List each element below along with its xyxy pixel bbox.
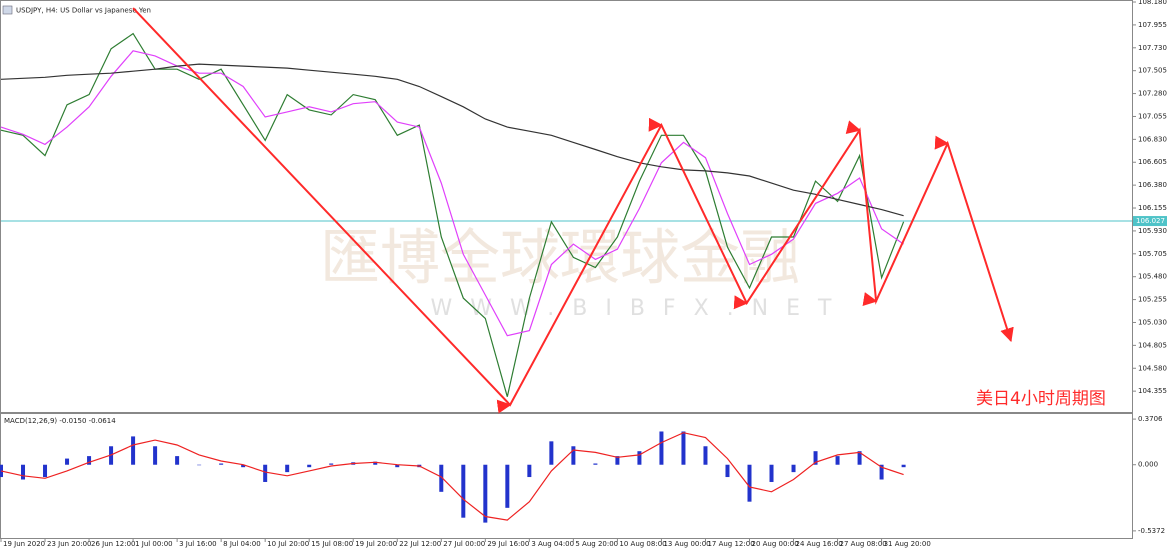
- chart-title: USDJPY, H4: US Dollar vs Japanese Yen: [16, 7, 151, 15]
- macd-bar: [483, 464, 488, 523]
- y-tick-label: 107.055: [1138, 112, 1167, 120]
- series-line: [0, 432, 904, 521]
- x-tick-label: 19 Jun 2020: [3, 540, 45, 548]
- watermark-url: WWW.BIBFX.NET: [431, 296, 850, 321]
- x-tick-label: 23 Jun 20:00: [47, 540, 91, 548]
- macd-bar: [329, 463, 334, 465]
- x-tick-label: 20 Aug 00:00: [751, 540, 798, 548]
- symbol-icon: [2, 5, 13, 15]
- macd-bar: [571, 446, 576, 465]
- macd-bar: [835, 456, 840, 465]
- macd-bar: [307, 464, 312, 468]
- x-tick-label: 22 Jul 12:00: [399, 540, 441, 548]
- current-price-label: 106.027: [1136, 217, 1165, 225]
- y-tick-label: 107.280: [1138, 90, 1167, 98]
- macd-bar: [769, 464, 774, 482]
- macd-bar: [703, 446, 708, 465]
- x-tick-label: 10 Jul 20:00: [267, 540, 309, 548]
- x-tick-label: 15 Jul 08:00: [311, 540, 353, 548]
- x-tick-label: 26 Jun 12:00: [91, 540, 135, 548]
- macd-bar: [549, 441, 554, 465]
- macd-bar: [857, 451, 862, 465]
- macd-bar: [263, 464, 268, 482]
- macd-bar: [373, 461, 378, 465]
- annotation: 美日4小时周期图: [976, 389, 1106, 409]
- y-tick-label: 105.930: [1138, 227, 1167, 235]
- macd-bar: [153, 446, 158, 465]
- y-tick-label: 104.580: [1138, 364, 1167, 372]
- x-tick-label: 31 Aug 20:00: [884, 540, 931, 548]
- macd-bar: [527, 464, 532, 478]
- macd-bar: [87, 456, 92, 465]
- y-tick-label: 106.605: [1138, 158, 1167, 166]
- current-price-box: [1133, 216, 1167, 227]
- macd-bar: [659, 431, 664, 465]
- y-tick-label: 104.355: [1138, 387, 1167, 395]
- y-tick-label: -0.5372: [1138, 527, 1165, 535]
- x-tick-label: 13 Aug 00:00: [663, 540, 710, 548]
- x-tick-label: 27 Jul 00:00: [443, 540, 485, 548]
- macd-bar: [43, 464, 48, 478]
- macd-bar: [791, 464, 796, 473]
- macd-bar: [593, 463, 598, 465]
- y-tick-label: 105.480: [1138, 273, 1167, 281]
- y-tick-label: 105.255: [1138, 296, 1167, 304]
- y-tick-label: 107.730: [1138, 44, 1167, 52]
- macd-bar: [901, 464, 906, 468]
- macd-bar: [21, 464, 26, 480]
- macd-bar: [395, 464, 400, 468]
- macd-bar: [219, 463, 224, 465]
- macd-bar: [637, 451, 642, 465]
- macd-bar: [131, 436, 136, 465]
- y-tick-label: 106.830: [1138, 135, 1167, 143]
- macd-bar: [241, 464, 246, 468]
- x-tick-label: 19 Jul 20:00: [355, 540, 397, 548]
- macd-bar: [813, 451, 818, 465]
- macd-bar: [725, 464, 730, 478]
- macd-bar: [879, 464, 884, 480]
- y-tick-label: 106.380: [1138, 181, 1167, 189]
- macd-bar: [681, 431, 686, 465]
- macd-bar: [461, 464, 466, 518]
- y-tick-label: 105.705: [1138, 250, 1167, 258]
- x-tick-label: 3 Aug 04:00: [531, 540, 574, 548]
- y-tick-label: 107.505: [1138, 67, 1167, 75]
- macd-bar: [285, 464, 290, 473]
- y-tick-label: 108.180: [1138, 0, 1167, 6]
- x-tick-label: 5 Aug 20:00: [575, 540, 618, 548]
- x-tick-label: 24 Aug 16:00: [796, 540, 843, 548]
- macd-bar: [175, 456, 180, 465]
- y-tick-label: 0.3706: [1138, 415, 1163, 423]
- y-tick-label: 107.955: [1138, 21, 1167, 29]
- macd-bar: [439, 464, 444, 492]
- x-tick-label: 27 Aug 08:00: [840, 540, 887, 548]
- macd-bar: [65, 458, 70, 465]
- x-tick-label: 29 Jul 16:00: [487, 540, 529, 548]
- macd-title: MACD(12,26,9) -0.0150 -0.0614: [4, 417, 116, 425]
- x-tick-label: 1 Jul 00:00: [135, 540, 173, 548]
- macd-bar: [505, 464, 510, 508]
- watermark: 匯博全球環球金融: [320, 224, 800, 294]
- y-tick-label: 105.030: [1138, 318, 1167, 326]
- x-tick-label: 17 Aug 12:00: [707, 540, 754, 548]
- x-tick-label: 10 Aug 08:00: [619, 540, 666, 548]
- x-tick-label: 3 Jul 16:00: [179, 540, 217, 548]
- y-tick-label: 104.805: [1138, 341, 1167, 349]
- y-tick-label: 106.155: [1138, 204, 1167, 212]
- macd-bar: [615, 456, 620, 465]
- y-tick-label: 0.000: [1138, 461, 1158, 469]
- macd-bar: [197, 464, 202, 466]
- trend-zigzag: [132, 7, 1014, 414]
- macd-bar: [747, 464, 752, 502]
- x-tick-label: 8 Jul 04:00: [223, 540, 261, 548]
